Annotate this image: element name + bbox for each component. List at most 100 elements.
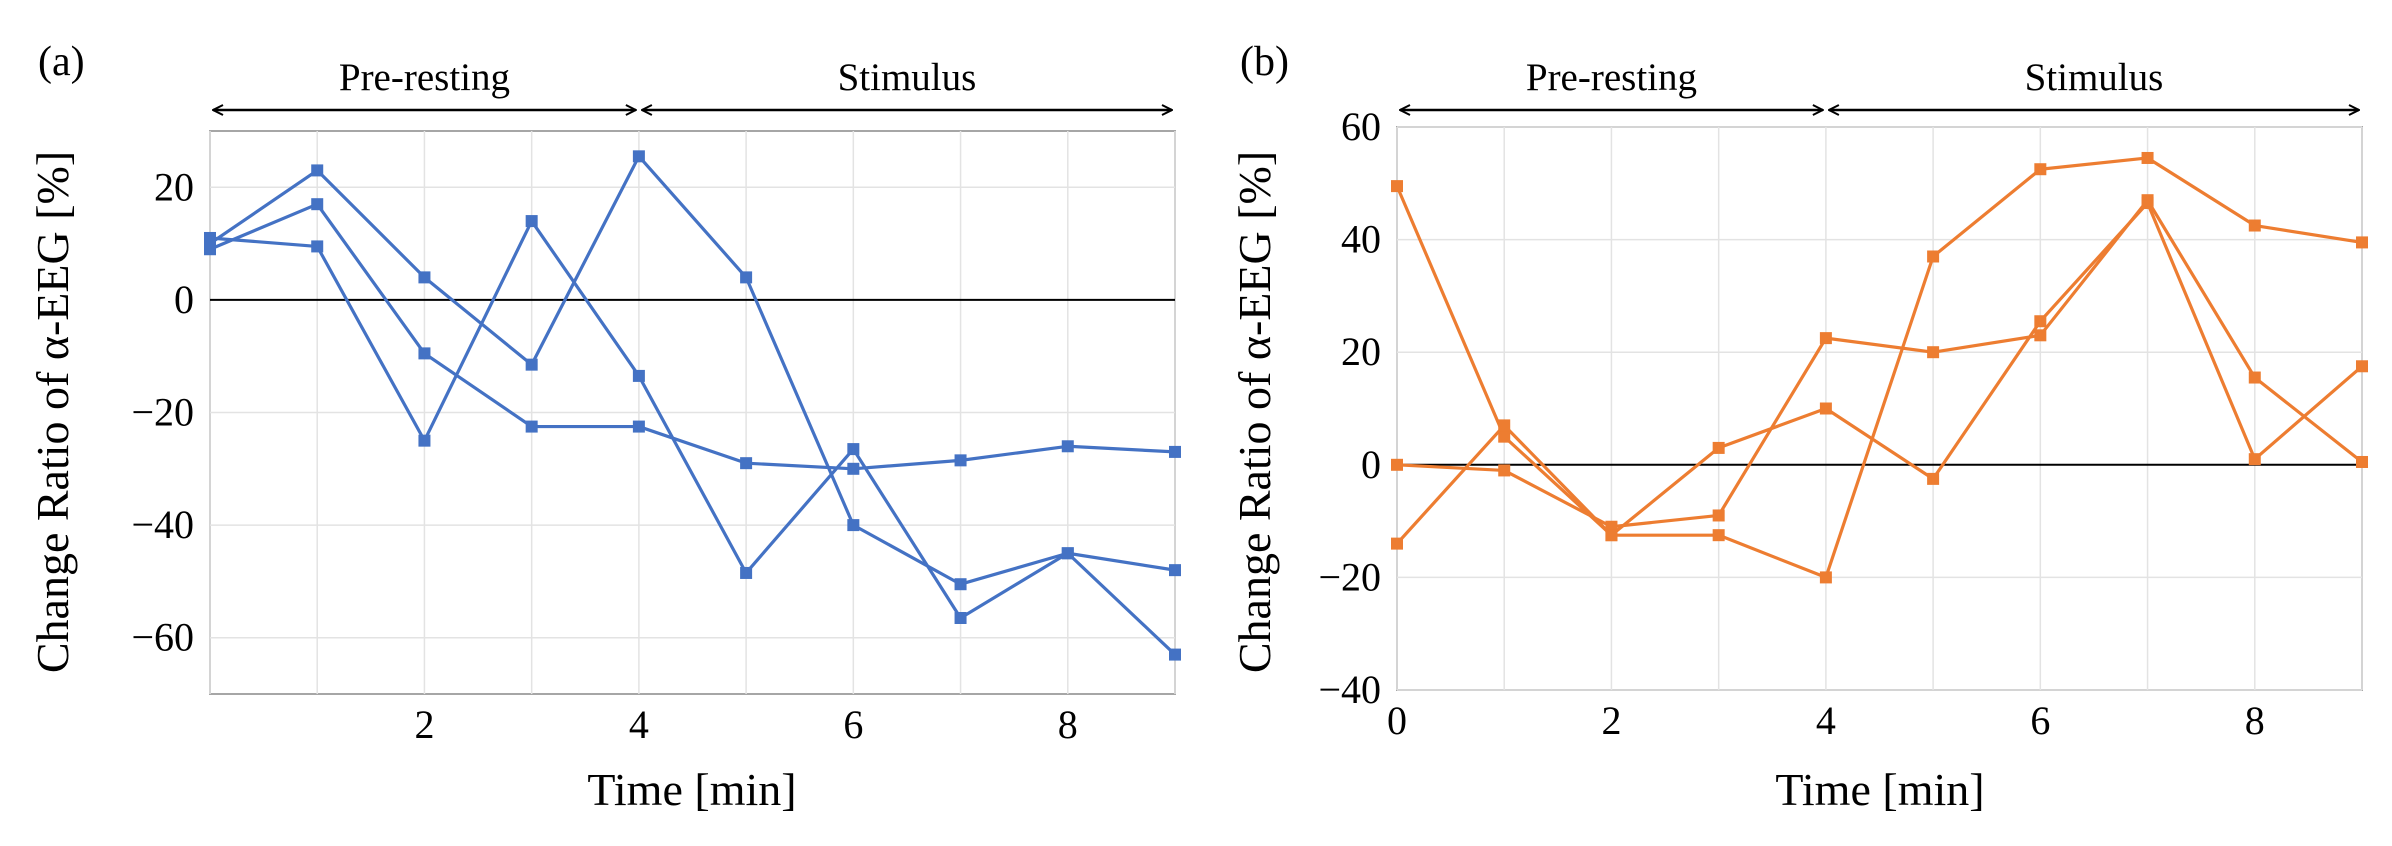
phase-label: Stimulus (2025, 56, 2164, 99)
y-tick-label: 60 (1341, 104, 1381, 149)
x-tick-label: 8 (2245, 698, 2265, 743)
data-point (2141, 151, 2154, 164)
data-point (2356, 236, 2368, 249)
panel-label: (a) (38, 39, 85, 85)
phase-label: Pre-resting (339, 56, 510, 99)
data-point (418, 271, 431, 284)
data-point (1498, 419, 1511, 432)
y-tick-label: −60 (131, 615, 194, 660)
y-tick-label: −20 (131, 390, 194, 435)
data-point (740, 271, 753, 284)
phase-label: Stimulus (838, 56, 977, 99)
x-tick-label: 6 (843, 702, 863, 747)
data-point (1391, 458, 1403, 471)
data-point (525, 215, 538, 228)
data-point (632, 369, 645, 382)
data-point (1712, 529, 1725, 542)
y-tick-label: −20 (1318, 554, 1381, 599)
x-axis-label: Time [min] (1775, 764, 1984, 815)
x-tick-label: 4 (1816, 698, 1836, 743)
series-line-1 (209, 219, 1177, 656)
data-point (2248, 371, 2261, 384)
data-point (1061, 440, 1074, 453)
phase-annotations: Pre-resting Stimulus (1400, 56, 2359, 110)
data-point (1927, 250, 1940, 263)
data-point (740, 457, 753, 470)
data-point (1712, 509, 1725, 522)
data-point (1391, 537, 1403, 550)
series-lines (1391, 151, 2368, 584)
data-point (1061, 547, 1074, 560)
data-point (2034, 329, 2047, 342)
data-point (954, 454, 967, 467)
data-point (311, 164, 324, 177)
data-point (2034, 315, 2047, 328)
data-point (632, 420, 645, 433)
x-tick-label: 8 (1058, 702, 1078, 747)
chart-panel-b: (b) Pre-resting Stimulus 0 2 4 6 8 −40 −20 0 20 40… (1229, 39, 2368, 815)
data-point (1605, 529, 1618, 542)
series-line-2 (1396, 198, 2363, 529)
tick-labels: 0 2 4 6 8 −40 −20 0 20 40 60 (1318, 104, 2264, 743)
y-axis-label: Change Ratio of α-EEG [%] (27, 151, 78, 673)
data-point (632, 150, 645, 163)
phase-annotations: Pre-resting Stimulus (213, 56, 1172, 110)
data-point (847, 519, 860, 532)
series-line-3 (1395, 156, 2363, 580)
data-point (2034, 163, 2047, 176)
phase-label: Pre-resting (1526, 56, 1697, 99)
data-point (1819, 402, 1832, 415)
data-point (2356, 360, 2368, 373)
x-tick-label: 6 (2030, 698, 2050, 743)
data-point (2141, 194, 2154, 207)
data-point (418, 347, 431, 360)
data-point (1712, 441, 1725, 454)
data-point (204, 243, 216, 256)
data-point (1819, 332, 1832, 345)
data-point (847, 462, 860, 475)
data-point (2356, 455, 2368, 468)
x-tick-label: 2 (414, 702, 434, 747)
data-point (847, 443, 860, 456)
data-point (311, 198, 324, 211)
panel-label: (b) (1240, 39, 1289, 85)
data-point (525, 420, 538, 433)
x-tick-label: 4 (629, 702, 649, 747)
chart-panel-a: (a) Pre-resting Stimulus 2 4 6 8 −60 −40 −20 0 20… (27, 39, 1181, 815)
x-axis-label: Time [min] (587, 764, 796, 815)
y-tick-label: 20 (1341, 329, 1381, 374)
y-tick-label: 20 (154, 164, 194, 209)
data-point (2248, 453, 2261, 466)
data-point (1169, 445, 1181, 458)
data-point (311, 240, 324, 253)
series-line-3 (209, 202, 1176, 471)
data-point (1927, 346, 1940, 359)
y-axis-label: Change Ratio of α-EEG [%] (1229, 151, 1280, 673)
data-point (1927, 472, 1940, 485)
data-point (1498, 464, 1511, 477)
x-tick-label: 2 (1601, 698, 1621, 743)
data-point (954, 611, 967, 624)
data-point (1819, 571, 1832, 584)
data-point (1391, 180, 1403, 193)
data-point (740, 566, 753, 579)
y-tick-label: 40 (1341, 217, 1381, 262)
data-point (418, 434, 431, 447)
grid (209, 131, 1176, 694)
y-tick-label: 0 (1361, 442, 1381, 487)
plot-area (1396, 126, 2363, 691)
data-point (1498, 430, 1511, 443)
y-tick-label: −40 (1318, 667, 1381, 712)
data-point (1169, 564, 1181, 577)
series-lines (204, 150, 1181, 661)
data-point (2248, 219, 2261, 232)
tick-labels: 2 4 6 8 −60 −40 −20 0 20 (131, 164, 1077, 747)
y-tick-label: −40 (131, 502, 194, 547)
data-point (1169, 648, 1181, 661)
series-line-1 (1395, 185, 2364, 537)
series-line-2 (209, 154, 1176, 586)
data-point (954, 578, 967, 591)
x-tick-label: 0 (1387, 698, 1407, 743)
y-tick-label: 0 (174, 277, 194, 322)
